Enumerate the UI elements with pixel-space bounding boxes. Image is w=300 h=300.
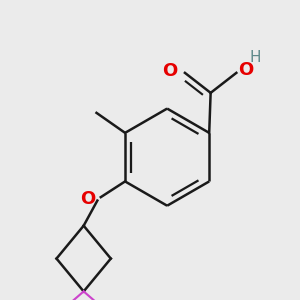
Text: H: H [249, 50, 261, 64]
Text: O: O [80, 190, 96, 208]
Text: O: O [238, 61, 253, 79]
Text: O: O [163, 62, 178, 80]
